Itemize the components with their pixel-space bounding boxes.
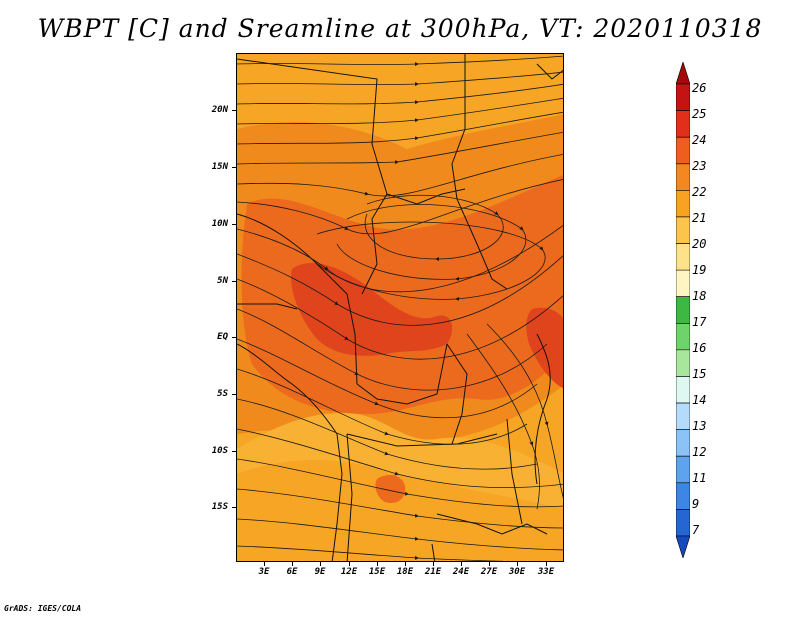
colorbar-label: 11 <box>692 471 707 485</box>
colorbar-label: 23 <box>692 159 707 173</box>
colorbar-swatch <box>676 429 690 457</box>
y-tick-label: 20N <box>211 105 228 115</box>
x-tick <box>461 561 462 566</box>
x-tick <box>264 561 265 566</box>
x-tick <box>349 561 350 566</box>
colorbar-swatch <box>676 216 690 244</box>
colorbar-swatch <box>676 110 690 138</box>
colorbar-swatch <box>676 349 690 377</box>
y-tick <box>232 337 237 338</box>
chart-title: WBPT [C] and Sreamline at 300hPa, VT: 20… <box>37 14 763 43</box>
wbpt-field <box>237 54 563 561</box>
y-tick-label: 10S <box>211 446 228 456</box>
colorbar-swatch <box>676 83 690 111</box>
x-tick <box>292 561 293 566</box>
x-tick-label: 21E <box>424 567 442 577</box>
y-tick <box>232 507 237 508</box>
colorbar-swatch <box>676 482 690 510</box>
colorbar-swatch <box>676 269 690 298</box>
colorbar-swatch <box>676 535 690 558</box>
colorbar-label: 21 <box>692 211 707 225</box>
colorbar-swatch <box>676 376 690 404</box>
y-tick <box>232 394 237 395</box>
y-tick-label: 5S <box>217 389 228 399</box>
colorbar-label: 24 <box>692 133 707 147</box>
y-tick-label: 10N <box>211 219 228 229</box>
colorbar-swatch <box>676 322 690 351</box>
y-tick <box>232 224 237 225</box>
x-tick-label: 6E <box>286 567 298 577</box>
colorbar-label: 26 <box>692 81 707 95</box>
x-tick <box>517 561 518 566</box>
colorbar-label: 22 <box>692 185 707 199</box>
colorbar-swatch <box>676 296 690 324</box>
colorbar-swatch <box>676 455 690 484</box>
y-tick-label: 5N <box>217 276 228 286</box>
colorbar-label: 18 <box>692 289 707 303</box>
colorbar-swatch <box>676 509 690 537</box>
x-tick <box>546 561 547 566</box>
x-tick <box>320 561 321 566</box>
colorbar <box>676 62 690 558</box>
x-tick-label: 15E <box>368 567 386 577</box>
colorbar-label: 19 <box>692 263 707 277</box>
x-tick-label: 18E <box>396 567 414 577</box>
colorbar-label: 16 <box>692 341 707 355</box>
x-tick-label: 9E <box>314 567 326 577</box>
country-boundaries <box>237 54 563 561</box>
x-tick <box>489 561 490 566</box>
field-level-24-25 <box>291 263 453 356</box>
x-tick <box>405 561 406 566</box>
colorbar-label: 14 <box>692 393 707 407</box>
x-tick-label: 24E <box>452 567 470 577</box>
map-panel <box>236 53 564 562</box>
x-tick-label: 3E <box>258 567 270 577</box>
x-tick <box>433 561 434 566</box>
y-tick <box>232 110 237 111</box>
x-tick-label: 12E <box>340 567 358 577</box>
colorbar-label: 17 <box>692 315 707 329</box>
colorbar-label: 7 <box>692 523 700 537</box>
colorbar-segments <box>676 62 690 558</box>
streamlines <box>237 55 563 561</box>
y-tick <box>232 451 237 452</box>
colorbar-label: 25 <box>692 107 707 121</box>
field-level-24-25-east <box>526 307 563 388</box>
y-tick <box>232 167 237 168</box>
colorbar-label: 20 <box>692 237 707 251</box>
colorbar-swatch <box>676 190 690 218</box>
x-tick-label: 30E <box>508 567 526 577</box>
colorbar-swatch <box>676 243 690 271</box>
colorbar-label: 13 <box>692 419 707 433</box>
colorbar-label: 9 <box>692 497 700 511</box>
grads-credit: GrADS: IGES/COLA <box>4 604 82 613</box>
y-tick <box>232 281 237 282</box>
colorbar-swatch <box>676 402 690 430</box>
colorbar-swatch <box>676 163 690 191</box>
colorbar-swatch <box>676 62 690 85</box>
y-tick-label: EQ <box>217 332 228 342</box>
colorbar-label: 12 <box>692 445 707 459</box>
x-tick <box>377 561 378 566</box>
field-warm-spot <box>375 474 406 504</box>
x-tick-label: 33E <box>537 567 555 577</box>
y-tick-label: 15S <box>211 502 228 512</box>
colorbar-swatch <box>676 136 690 165</box>
x-tick-label: 27E <box>480 567 498 577</box>
colorbar-label: 15 <box>692 367 707 381</box>
field-level-21-22-south <box>237 459 563 561</box>
y-tick-label: 15N <box>211 162 228 172</box>
